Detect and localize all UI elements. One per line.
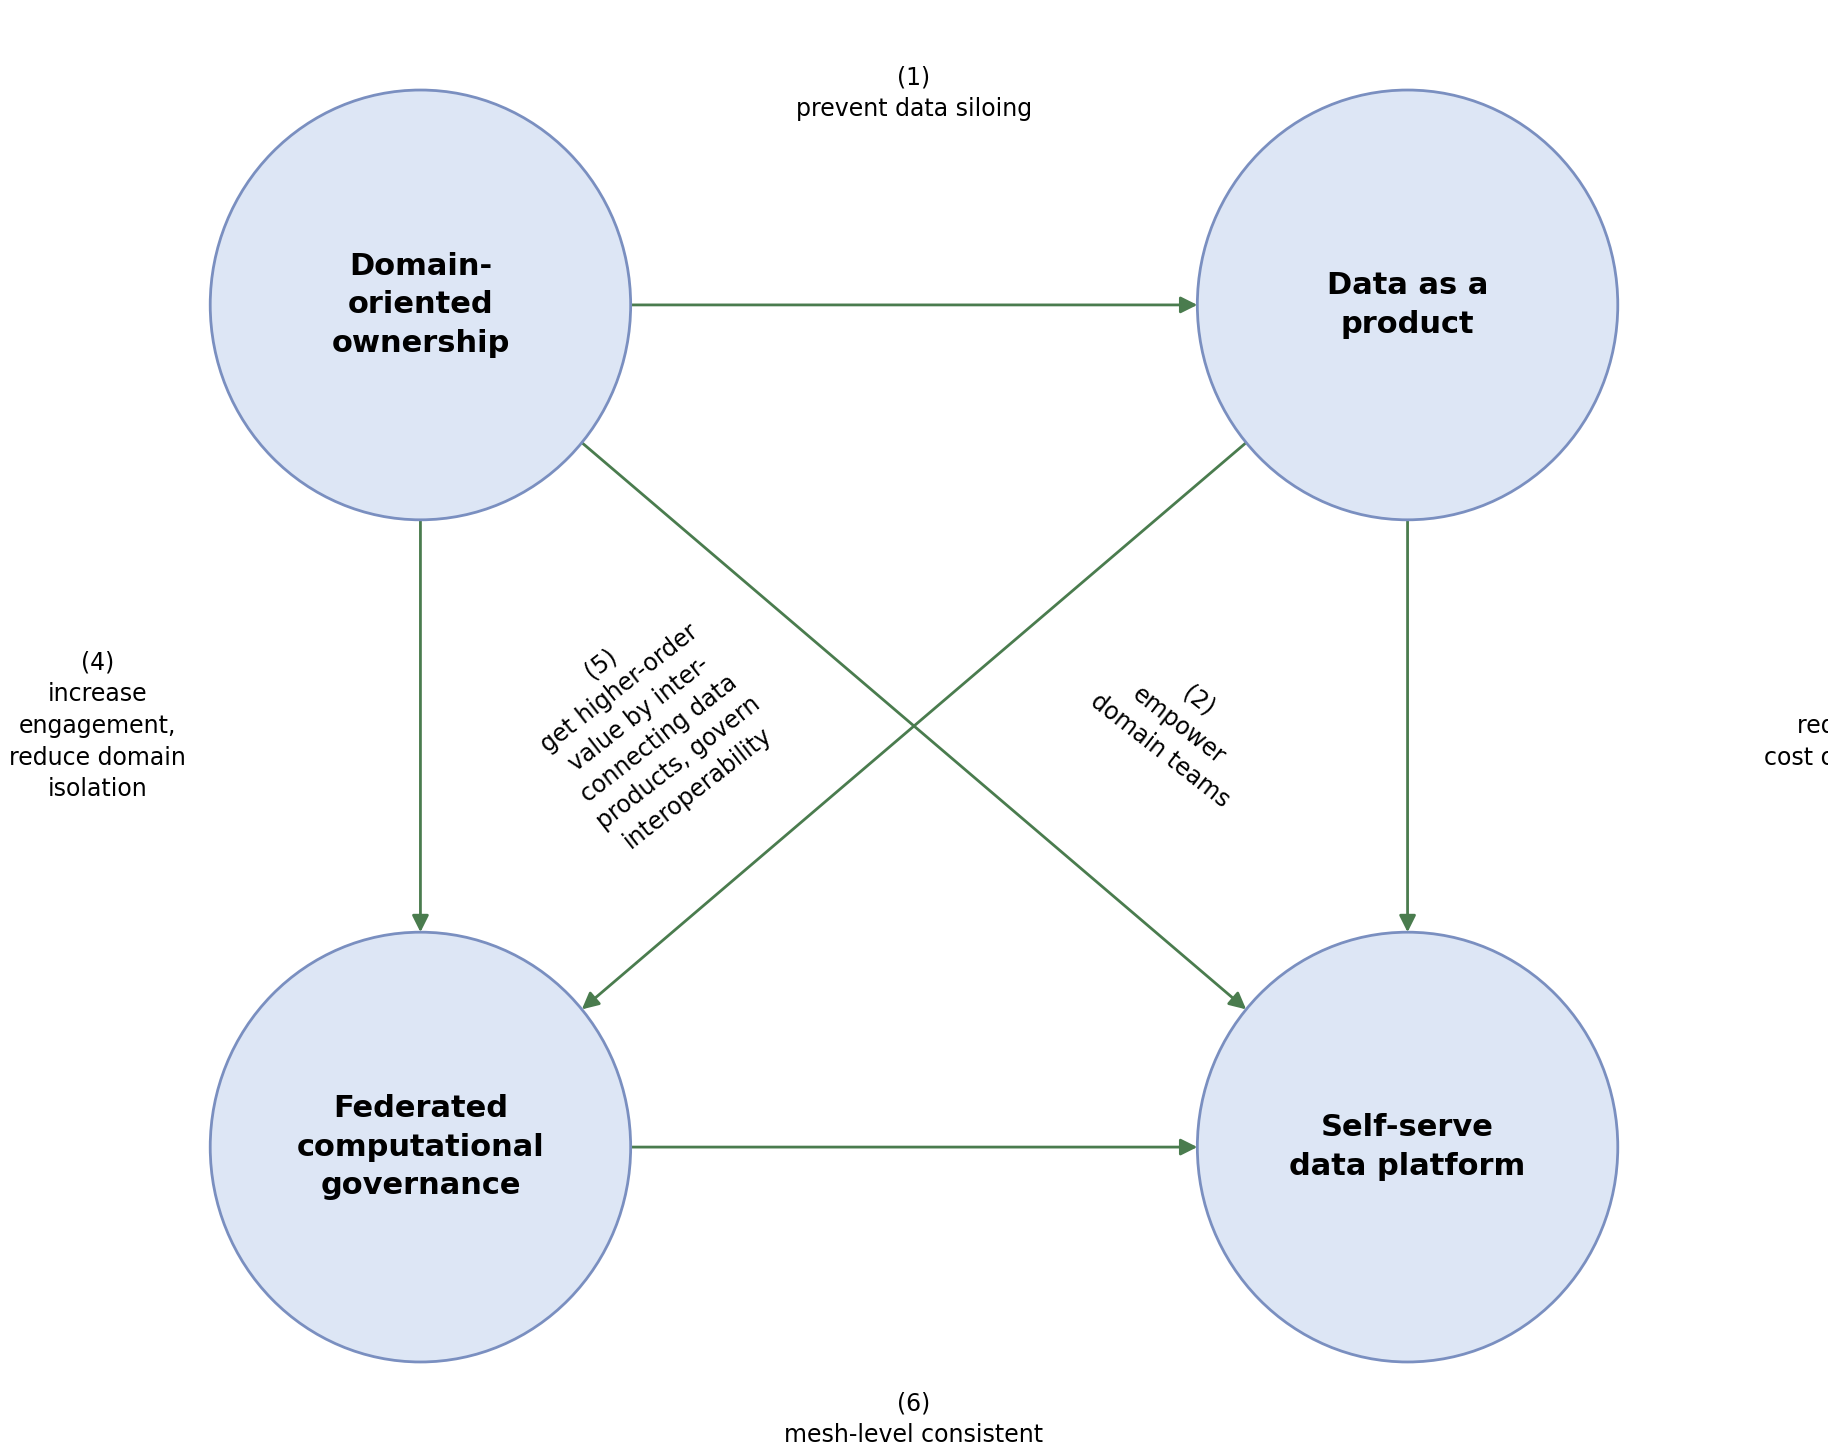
Ellipse shape xyxy=(210,932,631,1362)
Ellipse shape xyxy=(210,90,631,520)
Text: Data as a
product: Data as a product xyxy=(1327,272,1488,338)
Text: Self-serve
data platform: Self-serve data platform xyxy=(1289,1114,1526,1180)
Text: (2)
empower
domain teams: (2) empower domain teams xyxy=(1086,639,1272,813)
Ellipse shape xyxy=(1197,90,1618,520)
Ellipse shape xyxy=(1197,932,1618,1362)
Text: (1)
prevent data siloing: (1) prevent data siloing xyxy=(795,65,1033,121)
Text: (4)
increase
engagement,
reduce domain
isolation: (4) increase engagement, reduce domain i… xyxy=(9,650,186,802)
Text: Federated
computational
governance: Federated computational governance xyxy=(296,1095,545,1199)
Text: (5)
get higher-order
value by inter-
connecting data
products, govern
interopera: (5) get higher-order value by inter- con… xyxy=(514,592,784,860)
Text: Domain-
oriented
ownership: Domain- oriented ownership xyxy=(331,253,510,357)
Text: (6)
mesh-level consistent
and reliable policy automation
and enforcement: (6) mesh-level consistent and reliable p… xyxy=(735,1391,1093,1452)
Text: (3)
reduce total
cost of ownership: (3) reduce total cost of ownership xyxy=(1764,682,1828,770)
